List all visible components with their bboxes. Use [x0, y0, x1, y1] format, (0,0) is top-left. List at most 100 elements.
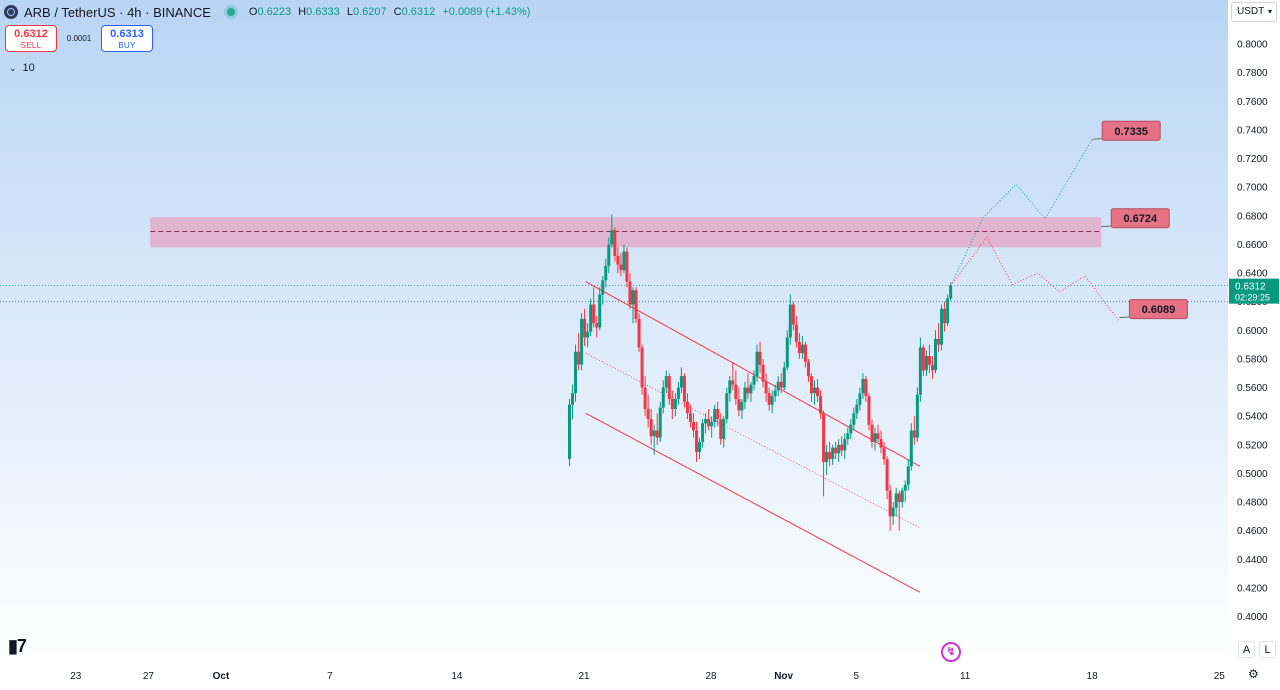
candle[interactable] — [607, 237, 611, 274]
candle[interactable] — [740, 398, 744, 420]
candle[interactable] — [616, 247, 620, 274]
candle[interactable] — [770, 390, 774, 414]
candle[interactable] — [622, 244, 626, 274]
projection-path-up[interactable] — [950, 139, 1093, 286]
candle[interactable] — [803, 341, 807, 368]
candle[interactable] — [592, 287, 596, 328]
candle[interactable] — [692, 413, 696, 438]
candle[interactable] — [628, 273, 632, 309]
candle[interactable] — [903, 480, 907, 503]
candle[interactable] — [598, 287, 602, 331]
lightning-icon[interactable]: ↯ — [941, 642, 961, 662]
candle[interactable] — [580, 313, 584, 371]
candle[interactable] — [749, 381, 753, 402]
target-label[interactable]: 0.7335 — [1092, 120, 1161, 141]
candle[interactable] — [658, 401, 662, 442]
candle[interactable] — [882, 441, 886, 465]
candle[interactable] — [864, 376, 868, 402]
candle[interactable] — [719, 413, 723, 445]
candle[interactable] — [601, 275, 605, 305]
candle[interactable] — [946, 294, 950, 327]
candle[interactable] — [728, 376, 732, 402]
candle[interactable] — [613, 227, 617, 262]
candle[interactable] — [934, 330, 938, 374]
indicator-toggle[interactable]: ⌄ 10 — [9, 62, 35, 74]
candle[interactable] — [586, 323, 590, 348]
candle[interactable] — [822, 410, 826, 497]
candle[interactable] — [855, 398, 859, 420]
log-scale-button[interactable]: L — [1259, 641, 1276, 658]
candle[interactable] — [688, 404, 692, 428]
candle[interactable] — [634, 287, 638, 324]
candle[interactable] — [595, 315, 599, 338]
candle[interactable] — [809, 373, 813, 402]
candle[interactable] — [574, 344, 578, 402]
candle[interactable] — [800, 336, 804, 359]
candle[interactable] — [625, 247, 629, 288]
candle[interactable] — [670, 390, 674, 420]
symbol-title[interactable]: ARB / TetherUS · 4h · BINANCE — [24, 4, 211, 20]
channel-upper-line[interactable] — [585, 281, 921, 467]
candle[interactable] — [870, 419, 874, 448]
candle[interactable] — [737, 387, 741, 417]
candle[interactable] — [725, 387, 729, 424]
candle[interactable] — [698, 437, 702, 460]
candle[interactable] — [937, 323, 941, 352]
candle[interactable] — [782, 361, 786, 391]
candle[interactable] — [819, 390, 823, 420]
candle[interactable] — [843, 433, 847, 460]
candle[interactable] — [583, 308, 587, 347]
candle[interactable] — [695, 421, 699, 462]
candle[interactable] — [773, 384, 777, 402]
candle[interactable] — [652, 424, 656, 455]
candle[interactable] — [655, 413, 659, 445]
candle[interactable] — [685, 393, 689, 420]
candle[interactable] — [816, 378, 820, 402]
candle[interactable] — [701, 419, 705, 448]
candle[interactable] — [828, 441, 832, 467]
candle[interactable] — [710, 416, 714, 438]
candle[interactable] — [676, 381, 680, 405]
candle[interactable] — [791, 301, 795, 331]
candle[interactable] — [704, 413, 708, 434]
candle[interactable] — [731, 361, 735, 391]
candle[interactable] — [906, 459, 910, 491]
candle[interactable] — [867, 393, 871, 431]
candle[interactable] — [930, 356, 934, 379]
candle[interactable] — [637, 313, 641, 352]
candle[interactable] — [716, 401, 720, 427]
candle[interactable] — [758, 341, 762, 374]
candle[interactable] — [661, 380, 665, 414]
candle[interactable] — [673, 393, 677, 417]
candle[interactable] — [837, 439, 841, 462]
resistance-zone[interactable] — [150, 217, 1102, 248]
candle[interactable] — [761, 358, 765, 388]
candle[interactable] — [861, 373, 865, 399]
candle[interactable] — [788, 294, 792, 345]
candle[interactable] — [831, 444, 835, 465]
candle[interactable] — [646, 394, 650, 428]
candle[interactable] — [640, 344, 644, 395]
candle[interactable] — [767, 387, 771, 411]
candle[interactable] — [785, 330, 789, 371]
projection-path-down[interactable] — [950, 236, 1120, 322]
candle[interactable] — [927, 344, 931, 374]
candle[interactable] — [743, 381, 747, 410]
candle[interactable] — [849, 419, 853, 440]
channel-lower-line[interactable] — [585, 412, 921, 593]
candle[interactable] — [943, 301, 947, 332]
candle[interactable] — [897, 490, 901, 531]
currency-select[interactable]: USDT ▾ — [1231, 2, 1277, 22]
candle[interactable] — [679, 367, 683, 394]
candle[interactable] — [764, 373, 768, 402]
candle[interactable] — [755, 344, 759, 382]
buy-button[interactable]: 0.6313 BUY — [101, 25, 153, 52]
candle[interactable] — [891, 502, 895, 525]
sell-button[interactable]: 0.6312 SELL — [5, 25, 57, 52]
candle[interactable] — [909, 423, 913, 471]
candle[interactable] — [918, 337, 922, 402]
candle[interactable] — [797, 333, 801, 359]
